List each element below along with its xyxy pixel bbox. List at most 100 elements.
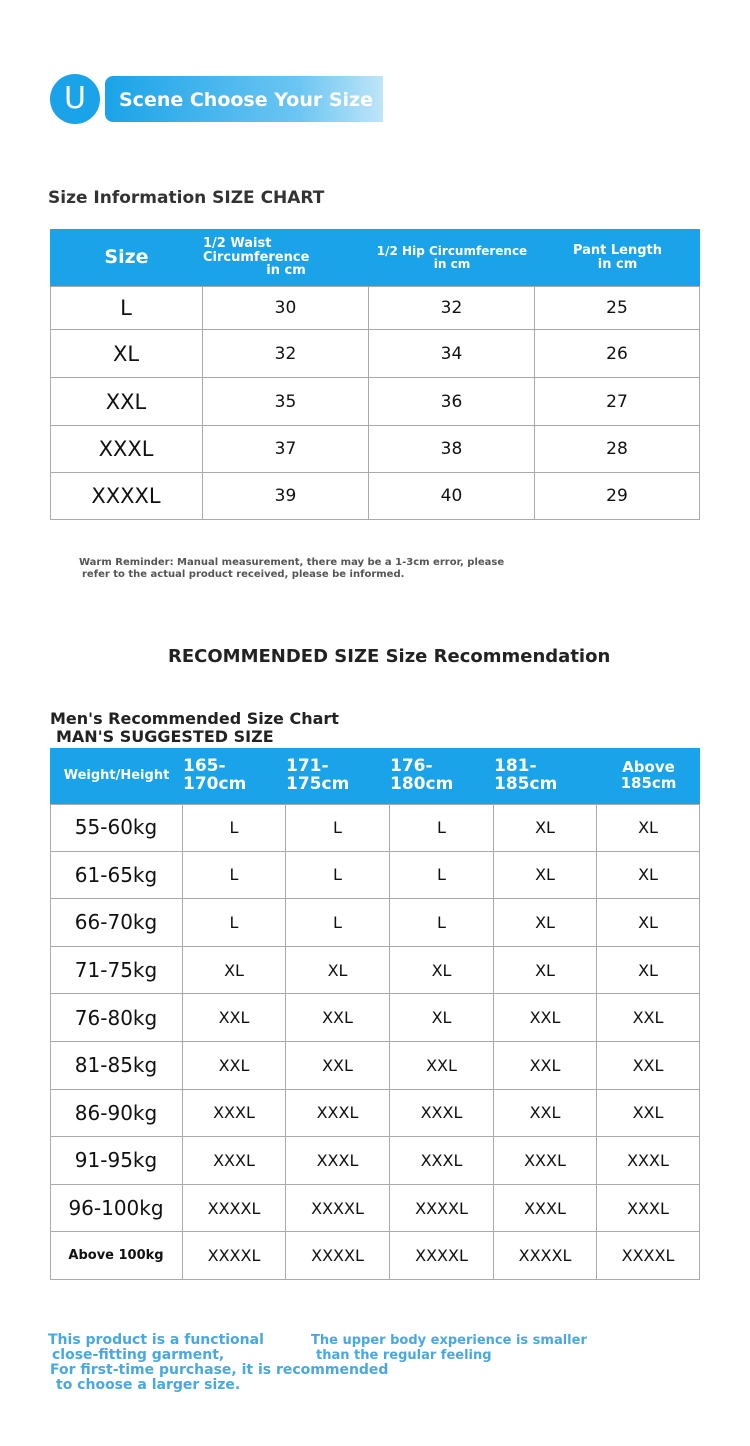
header-cell: 181-185cm	[494, 748, 597, 804]
table-cell: L	[183, 851, 286, 900]
table-cell: XXL	[183, 994, 286, 1042]
section-title: Size Information SIZE CHART	[48, 188, 325, 208]
table-cell: XXL	[494, 1042, 597, 1090]
table-cell: L	[286, 899, 390, 947]
table-cell: XXXXL	[597, 1232, 700, 1280]
table-cell: XXL	[50, 378, 203, 426]
header-cell: Pant Length in cm	[535, 229, 700, 286]
table-cell: XXXL	[494, 1184, 597, 1233]
header-text: Above	[622, 758, 675, 777]
table-cell: 36	[369, 378, 535, 426]
header-text: Pant Length	[572, 242, 663, 258]
reminder: refer to the actual product received, pl…	[82, 569, 405, 580]
header-text: 1/2 Hip Circumference	[376, 243, 528, 258]
table-cell: 34	[369, 330, 535, 378]
table-cell: L	[286, 804, 390, 852]
banner-bg	[105, 76, 383, 122]
header-cell: 1/2 Hip Circumference in cm	[369, 229, 535, 286]
table-cell: XXXL	[390, 1089, 494, 1138]
table-cell: XL	[50, 330, 203, 378]
table-cell: 37	[203, 426, 369, 473]
note: close-fitting garment,	[52, 1347, 225, 1363]
reminder: Warm Reminder: Manual measurement, there…	[79, 557, 505, 568]
table-cell: 96-100kg	[50, 1184, 183, 1233]
table-cell: 55-60kg	[50, 804, 183, 852]
table-cell: XL	[597, 804, 700, 852]
table-cell: XXL	[286, 1042, 390, 1090]
table-cell: XL	[597, 851, 700, 900]
table-cell: 71-75kg	[50, 946, 183, 995]
table-cell: XXL	[494, 994, 597, 1042]
header-cell: 165-170cm	[183, 748, 286, 804]
header-cell: 1/2 Waist Circumference in cm	[203, 229, 369, 286]
table-cell: L	[390, 899, 494, 947]
header-cell: Weight/Height	[50, 748, 183, 804]
table-cell: 28	[535, 426, 700, 473]
table-cell: L	[50, 286, 203, 330]
header-text: 176-180cm	[390, 756, 454, 794]
table-cell: Above 100kg	[50, 1232, 183, 1280]
table-cell: XXL	[183, 1042, 286, 1090]
table-header-bg	[50, 748, 700, 804]
header-cell: Size	[50, 229, 203, 286]
table-cell: 39	[203, 473, 369, 520]
table-cell: 25	[535, 286, 700, 330]
note: than the regular feeling	[316, 1348, 492, 1363]
table-cell: 91-95kg	[50, 1137, 183, 1185]
table-cell: XXL	[597, 1089, 700, 1138]
header-cell: 176-180cm	[390, 748, 494, 804]
table-cell: XXXL	[597, 1137, 700, 1185]
icon: U	[50, 74, 100, 124]
table-cell: XL	[494, 804, 597, 852]
header-text: 1/2 Waist Circumference	[203, 236, 310, 265]
table-cell: 86-90kg	[50, 1089, 183, 1138]
table-cell: XL	[597, 899, 700, 947]
table-cell: XXXL	[50, 426, 203, 473]
table-cell: XXXXL	[286, 1184, 390, 1233]
table-cell: L	[183, 899, 286, 947]
table-cell: 61-65kg	[50, 851, 183, 900]
table-cell: 35	[203, 378, 369, 426]
header-text: 171-175cm	[286, 756, 350, 794]
table-cell: XXL	[597, 994, 700, 1042]
table-body	[50, 286, 700, 520]
section-title: RECOMMENDED SIZE Size Recommendation	[168, 646, 611, 667]
header-cell: 171-175cm	[286, 748, 390, 804]
chart-title: MAN'S SUGGESTED SIZE	[56, 727, 274, 746]
header-text: Size	[104, 245, 149, 268]
table-cell: XL	[183, 946, 286, 995]
table-cell: 27	[535, 378, 700, 426]
table-cell: XXL	[286, 994, 390, 1042]
table-cell: XXXXL	[183, 1184, 286, 1233]
header-text: in cm	[433, 256, 471, 271]
table-cell: XL	[494, 899, 597, 947]
header-text: in cm	[597, 256, 638, 272]
table-cell: XL	[390, 994, 494, 1042]
table-cell: XXXXL	[50, 473, 203, 520]
table-cell: XXL	[597, 1042, 700, 1090]
header-text: in cm	[266, 263, 306, 279]
table-cell: 32	[369, 286, 535, 330]
table-cell: XXXXL	[286, 1232, 390, 1280]
table-cell: 38	[369, 426, 535, 473]
table-cell: 76-80kg	[50, 994, 183, 1042]
table-cell: XL	[286, 946, 390, 995]
header-text: Weight/Height	[63, 768, 170, 784]
table-cell: XL	[390, 946, 494, 995]
table-cell: XXL	[390, 1042, 494, 1090]
table-cell: 30	[203, 286, 369, 330]
note: For first-time purchase, it is recommend…	[50, 1362, 389, 1378]
table-body	[50, 804, 700, 1280]
note: This product is a functional	[48, 1332, 264, 1348]
table-cell: XXXL	[390, 1137, 494, 1185]
table-cell: XXL	[494, 1089, 597, 1138]
table-cell: XL	[494, 946, 597, 995]
table-cell: XXXL	[286, 1089, 390, 1138]
table-cell: 66-70kg	[50, 899, 183, 947]
table-cell: L	[286, 851, 390, 900]
table-cell: XL	[494, 851, 597, 900]
table-cell: XXXL	[183, 1089, 286, 1138]
table-cell: XXXXL	[390, 1184, 494, 1233]
note: The upper body experience is smaller	[311, 1333, 587, 1348]
